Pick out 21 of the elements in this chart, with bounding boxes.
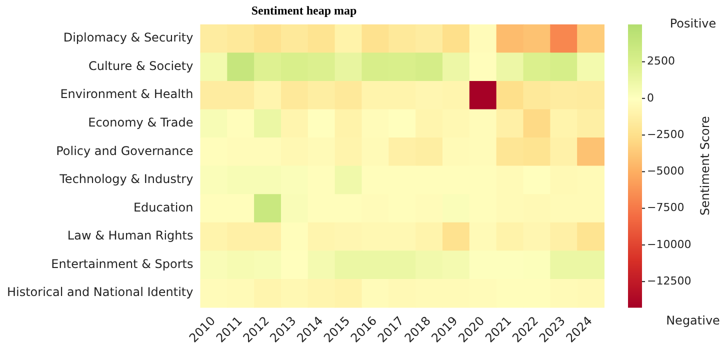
- y-tick-label: Environment & Health: [60, 87, 194, 102]
- y-tick-label: Historical and National Identity: [6, 285, 194, 300]
- color-bar-label: −12500: [647, 274, 692, 288]
- chart-title: Sentiment heap map: [251, 3, 357, 18]
- y-tick-label: Law & Human Rights: [67, 228, 194, 243]
- color-bar-label: 0: [647, 91, 654, 104]
- color-bar-label: −7500: [647, 201, 684, 214]
- color-bar-label: −2500: [647, 128, 684, 141]
- y-tick-label: Education: [133, 200, 194, 214]
- color-bar-label: −10000: [647, 238, 692, 251]
- y-tick-label: Economy & Trade: [88, 116, 194, 130]
- color-bar-label: −5000: [647, 164, 684, 178]
- color-bar-title: Sentiment Score: [698, 116, 712, 216]
- text: Negative: [666, 313, 720, 328]
- y-tick-label: Diplomacy & Security: [63, 30, 194, 45]
- y-tick-label: Policy and Governance: [56, 144, 194, 158]
- text: Positive: [670, 16, 716, 31]
- y-tick-label: Culture & Society: [88, 58, 194, 73]
- color-bar-label: 2500: [647, 54, 675, 68]
- y-tick-label: Entertainment & Sports: [51, 256, 194, 271]
- y-tick-label: Technology & Industry: [58, 172, 194, 186]
